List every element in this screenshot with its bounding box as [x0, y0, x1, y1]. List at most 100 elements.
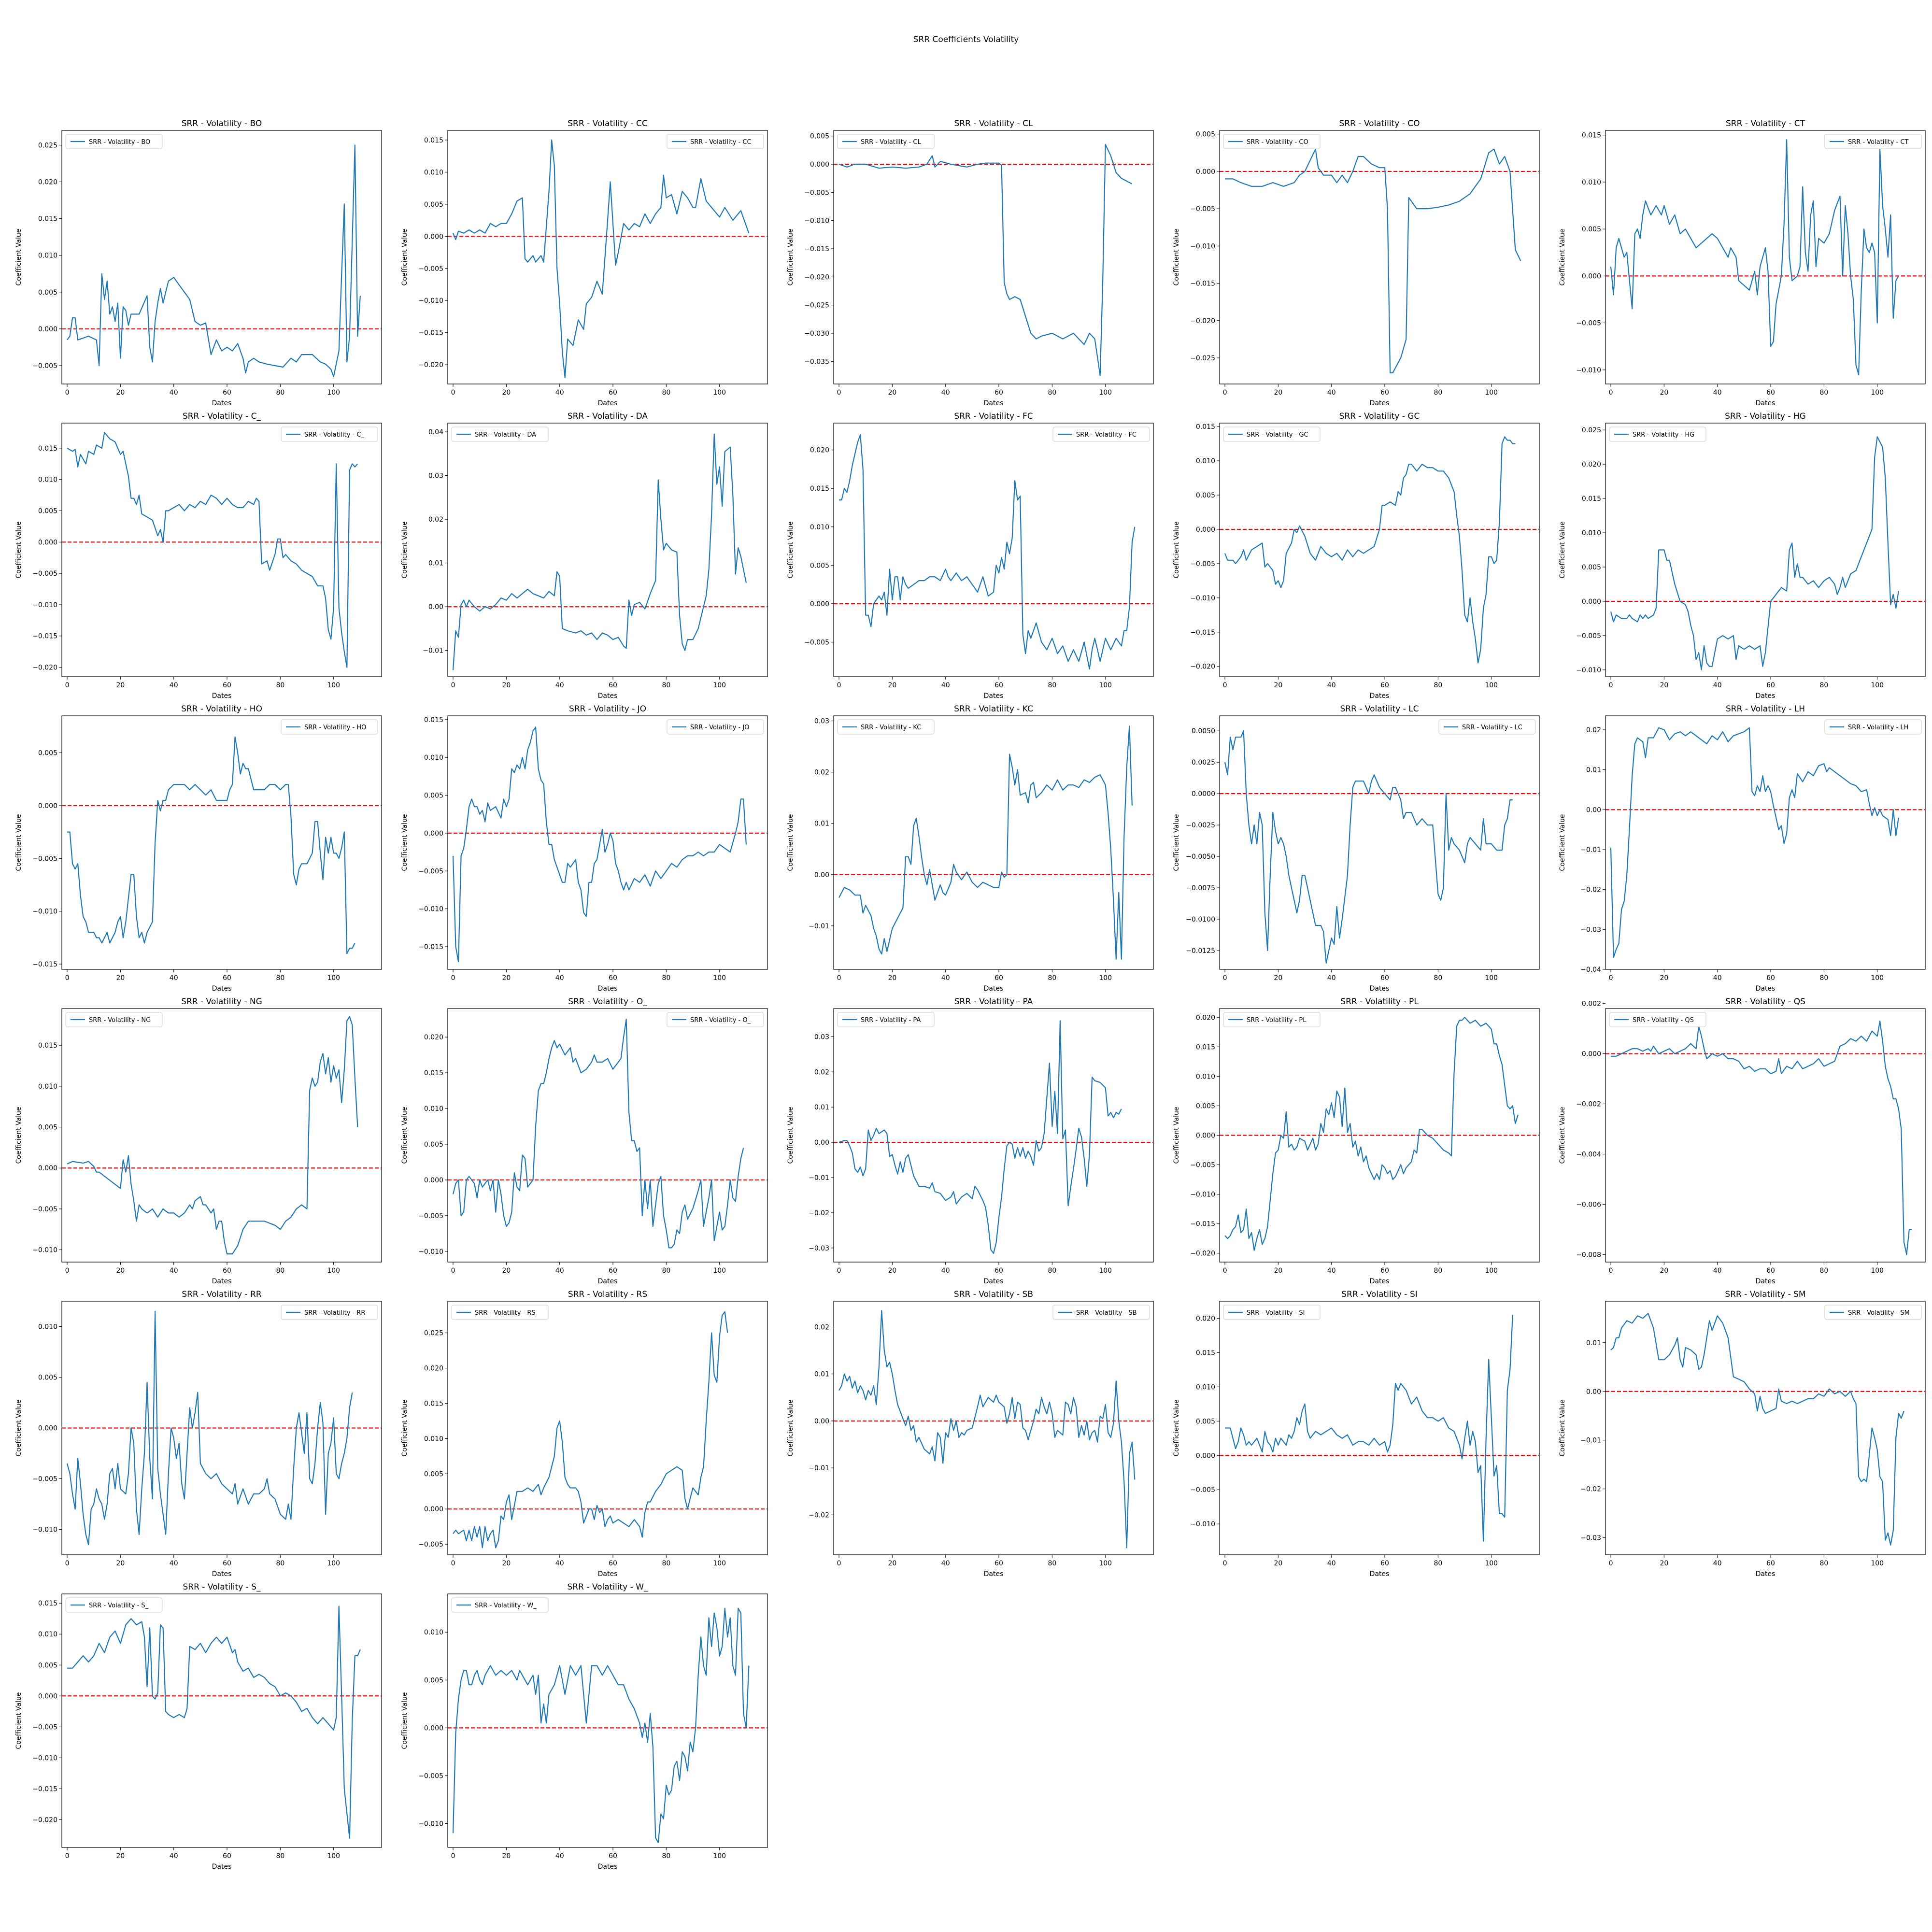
x-tick-label: 20	[116, 682, 125, 689]
plot-frame	[447, 715, 768, 970]
y-tick-label: −0.02	[1580, 1486, 1601, 1493]
x-tick-label: 40	[1713, 1267, 1722, 1275]
subplot-title: SRR - Volatility - CC	[568, 119, 647, 128]
x-axis-label: Dates	[1370, 692, 1390, 700]
y-axis-label: Coefficient Value	[15, 1400, 23, 1457]
y-tick-label: 0.015	[38, 445, 57, 453]
x-tick-label: 100	[1099, 974, 1112, 982]
y-tick-label: 0.000	[1196, 1452, 1215, 1460]
series-line	[67, 1605, 361, 1839]
x-tick-label: 80	[1048, 1560, 1056, 1567]
y-tick-label: 0.000	[1196, 526, 1215, 534]
y-tick-label: 0.010	[1196, 457, 1215, 465]
x-tick-label: 20	[502, 1560, 511, 1567]
y-tick-label: 0.005	[424, 201, 443, 209]
x-tick-label: 80	[1819, 682, 1828, 689]
legend-box	[1824, 134, 1922, 149]
x-tick-label: 0	[65, 389, 70, 397]
subplot-title: SRR - Volatility - GC	[1339, 412, 1420, 421]
series-line	[67, 736, 355, 954]
x-axis-label: Dates	[598, 1570, 618, 1578]
x-tick-label: 20	[116, 389, 125, 397]
y-tick-label: 0.02	[814, 1323, 829, 1331]
y-tick-label: 0.010	[1196, 1383, 1215, 1391]
subplot-6: SRR - Volatility - C_ 0 20 40 60 80 100 −0.020 −…	[15, 412, 382, 700]
x-tick-label: 40	[170, 974, 178, 982]
legend-box	[451, 426, 549, 442]
x-tick-label: 80	[1819, 974, 1828, 982]
y-axis-label: Coefficient Value	[787, 1400, 795, 1457]
legend: SRR - Volatility - SI	[1223, 1305, 1321, 1320]
y-tick-label: 0.015	[424, 716, 443, 724]
y-tick-label: 0.005	[1196, 492, 1215, 499]
subplot-title: SRR - Volatility - LC	[1340, 704, 1419, 714]
x-tick-label: 100	[713, 974, 726, 982]
x-tick-label: 0	[65, 682, 70, 689]
series-line	[1610, 727, 1899, 958]
legend-box	[281, 719, 378, 735]
legend-label: SRR - Volatility - CC	[690, 139, 752, 146]
legend-box	[1223, 134, 1321, 149]
x-tick-label: 100	[1871, 389, 1884, 397]
y-tick-label: −0.008	[1576, 1251, 1601, 1259]
legend-label: SRR - Volatility - KC	[861, 724, 921, 731]
y-tick-label: −0.0050	[1186, 853, 1215, 861]
x-tick-label: 20	[502, 389, 511, 397]
y-tick-label: 0.010	[38, 1323, 57, 1331]
y-tick-label: 0.000	[38, 802, 57, 810]
series-line	[1224, 730, 1513, 964]
subplot-title: SRR - Volatility - FC	[954, 412, 1033, 421]
y-axis-label: Coefficient Value	[787, 1107, 795, 1164]
x-tick-label: 100	[327, 682, 340, 689]
y-tick-label: −0.020	[418, 361, 443, 369]
figure-title: SRR Coefficients Volatility	[913, 35, 1019, 44]
legend: SRR - Volatility - W_	[451, 1597, 549, 1613]
y-tick-label: −0.005	[1190, 1162, 1215, 1169]
x-tick-label: 40	[1327, 682, 1336, 689]
x-tick-label: 20	[888, 1560, 896, 1567]
x-tick-label: 100	[1099, 682, 1112, 689]
y-tick-label: 0.000	[1196, 1132, 1215, 1140]
y-tick-label: 0.020	[38, 179, 57, 186]
legend-label: SRR - Volatility - C_	[304, 431, 364, 439]
y-tick-label: 0.025	[38, 142, 57, 149]
x-tick-label: 100	[1099, 1560, 1112, 1567]
y-tick-label: −0.015	[804, 245, 829, 253]
y-tick-label: −0.01	[809, 1464, 829, 1472]
plot-frame	[833, 130, 1154, 384]
series-line	[838, 1020, 1122, 1254]
x-tick-label: 40	[1327, 1267, 1336, 1275]
x-tick-label: 0	[1223, 389, 1227, 397]
x-axis-label: Dates	[984, 1570, 1004, 1578]
series-line	[452, 139, 750, 378]
legend-box	[451, 1597, 549, 1613]
legend-label: SRR - Volatility - CL	[861, 139, 921, 146]
legend: SRR - Volatility - PA	[837, 1012, 935, 1027]
y-tick-label: 0.005	[1582, 564, 1601, 571]
y-tick-label: −0.010	[418, 297, 443, 305]
y-tick-label: −0.04	[1580, 966, 1601, 974]
legend-label: SRR - Volatility - SM	[1848, 1309, 1910, 1317]
legend: SRR - Volatility - FC	[1052, 426, 1150, 442]
x-tick-label: 0	[451, 1560, 455, 1567]
legend: SRR - Volatility - SB	[1052, 1305, 1150, 1320]
y-tick-label: −0.004	[1576, 1151, 1601, 1158]
plot-frame	[1219, 1301, 1540, 1555]
subplot-title: SRR - Volatility - PL	[1340, 997, 1419, 1007]
legend: SRR - Volatility - RR	[281, 1305, 378, 1320]
subplot-title: SRR - Volatility - W_	[567, 1582, 648, 1592]
legend-box	[1223, 1305, 1321, 1320]
subplot-title: SRR - Volatility - DA	[568, 412, 648, 421]
x-tick-label: 100	[327, 389, 340, 397]
x-tick-label: 60	[994, 974, 1003, 982]
x-axis-label: Dates	[212, 1863, 232, 1871]
x-tick-label: 60	[1766, 682, 1775, 689]
y-axis-label: Coefficient Value	[401, 229, 409, 286]
x-tick-label: 0	[1223, 1267, 1227, 1275]
y-tick-label: 0.010	[424, 1435, 443, 1443]
legend-label: SRR - Volatility - NG	[89, 1017, 151, 1024]
y-tick-label: 0.00	[428, 603, 443, 611]
subplot-20: SRR - Volatility - QS 0 20 40 60 80 100 −0.008 −…	[1559, 997, 1926, 1285]
x-tick-label: 40	[941, 1560, 950, 1567]
y-tick-label: 0.005	[424, 792, 443, 800]
